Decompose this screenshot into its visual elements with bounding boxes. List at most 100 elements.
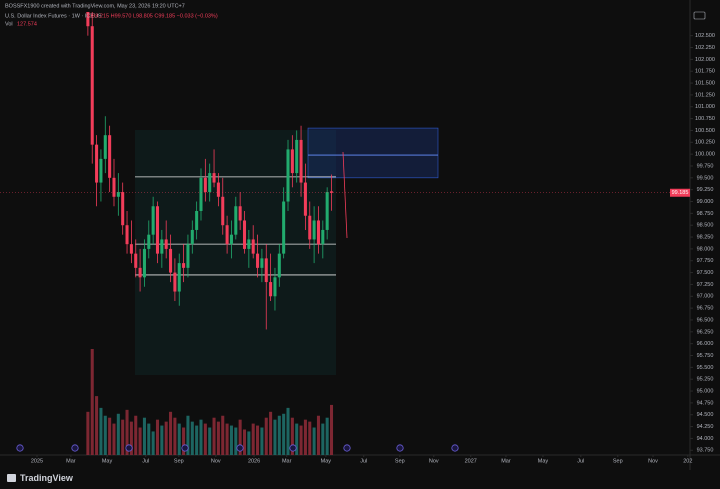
candle-body	[121, 192, 125, 226]
x-tick-label: May	[321, 458, 332, 464]
volume-bar	[277, 415, 281, 455]
x-tick-label: Mar	[501, 458, 511, 464]
candle-body	[260, 258, 264, 268]
candle-body	[256, 253, 260, 268]
y-tick-label: 97.000	[697, 294, 714, 300]
candle-body	[177, 263, 181, 292]
volume-bar	[299, 425, 303, 455]
instrument: U.S. Dollar Index Futures · 1W · ICEUS	[5, 13, 102, 19]
event-marker[interactable]	[236, 444, 244, 452]
candle-body	[242, 220, 247, 249]
volume-bar	[269, 411, 273, 455]
volume-bar	[234, 427, 238, 455]
y-tick-label: 97.750	[697, 258, 714, 264]
brand-logo	[7, 474, 16, 482]
y-tick-label: 101.000	[695, 104, 715, 110]
volume-bar	[134, 415, 138, 455]
y-tick-label: 99.500	[697, 175, 714, 181]
x-tick-label: 2026	[248, 458, 260, 464]
candle-body	[86, 12, 90, 27]
volume-bar	[247, 431, 251, 455]
author-line: BOSSFX1900 created with TradingView.com,…	[5, 3, 185, 9]
y-tick-label: 98.000	[697, 246, 714, 252]
candle-body	[303, 182, 307, 216]
last-price-label: 99.185	[672, 190, 689, 196]
volume-bar	[199, 419, 203, 455]
event-marker[interactable]	[125, 444, 133, 452]
volume-bar	[321, 423, 325, 455]
y-tick-label: 99.250	[697, 187, 714, 193]
candle-body	[164, 239, 168, 249]
event-marker[interactable]	[343, 444, 351, 452]
event-marker[interactable]	[289, 444, 297, 452]
x-tick-label: Jul	[360, 458, 367, 464]
event-marker[interactable]	[451, 444, 459, 452]
candle-body	[195, 210, 199, 230]
volume-bar	[116, 413, 120, 455]
volume-bar	[308, 421, 312, 455]
volume-bar	[195, 425, 199, 455]
candle-body	[138, 267, 142, 278]
volume-bar	[164, 421, 168, 455]
candle-body	[316, 220, 320, 245]
candle-body	[90, 26, 94, 145]
volume-bar	[203, 423, 207, 455]
y-tick-label: 101.750	[695, 69, 715, 75]
volume-bar	[290, 417, 294, 455]
x-tick-label: 202	[683, 458, 692, 464]
candle-body	[173, 272, 177, 292]
footer	[0, 470, 720, 489]
volume-bar	[208, 427, 212, 455]
volume-bar	[121, 419, 125, 455]
candle-body	[142, 248, 146, 278]
candle-body	[290, 149, 294, 174]
volume-bar	[264, 417, 268, 455]
candle-body	[203, 177, 207, 193]
event-marker[interactable]	[181, 444, 189, 452]
y-tick-label: 94.250	[697, 424, 714, 430]
y-tick-label: 94.000	[697, 436, 714, 442]
candle-body	[190, 229, 194, 245]
volume-bar	[125, 409, 129, 455]
volume-bar	[103, 415, 107, 455]
y-tick-label: 102.250	[695, 45, 715, 51]
brand-name: TradingView	[20, 473, 74, 483]
candle-body	[229, 234, 233, 245]
x-tick-label: May	[102, 458, 113, 464]
volume-bar	[242, 429, 247, 455]
volume-bar	[260, 427, 264, 455]
candle-body	[295, 139, 299, 174]
volume-bar	[129, 421, 133, 455]
volume-bar	[151, 431, 155, 455]
volume-bar	[295, 423, 299, 455]
ohlc-line: O99.215 H99.570 L98.805 C99.185 −0.033 (…	[88, 13, 218, 19]
volume-value: 127.574	[17, 21, 37, 27]
volume-bar	[160, 425, 164, 455]
x-tick-label: Sep	[174, 458, 184, 464]
x-tick-label: Nov	[648, 458, 658, 464]
event-marker[interactable]	[396, 444, 404, 452]
currency-button[interactable]	[693, 11, 706, 20]
candle-body	[182, 263, 186, 268]
candle-body	[125, 225, 129, 245]
y-tick-label: 95.000	[697, 388, 714, 394]
volume-bar	[112, 423, 116, 455]
y-tick-label: 99.000	[697, 199, 714, 205]
volume-bar	[225, 423, 229, 455]
y-tick-label: 99.750	[697, 163, 714, 169]
x-tick-label: Nov	[429, 458, 439, 464]
y-tick-label: 101.250	[695, 92, 715, 98]
candle-body	[286, 149, 290, 202]
x-tick-label: Nov	[211, 458, 221, 464]
y-tick-label: 96.750	[697, 306, 714, 312]
event-marker[interactable]	[16, 444, 24, 452]
candle-body	[169, 248, 173, 273]
volume-bar	[177, 423, 181, 455]
candle-body	[325, 192, 329, 230]
volume-bar	[173, 417, 177, 455]
event-marker[interactable]	[71, 444, 79, 452]
x-tick-label: Sep	[613, 458, 623, 464]
y-tick-label: 100.750	[695, 116, 715, 122]
